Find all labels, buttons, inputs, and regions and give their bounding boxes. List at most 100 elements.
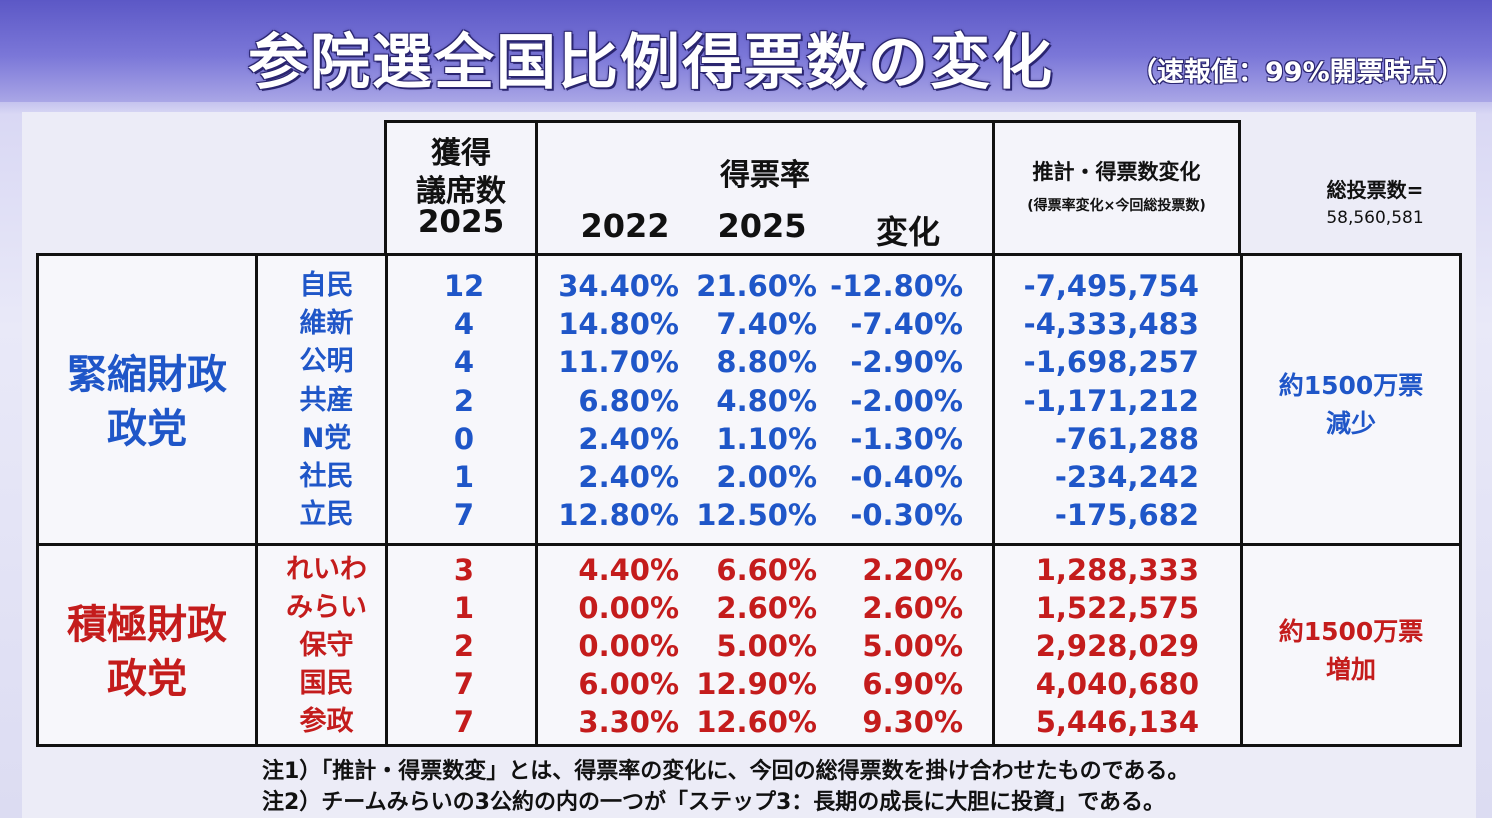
rate-change: 2.60%	[862, 591, 963, 625]
party-name: 立民	[299, 499, 354, 530]
rate-2022: 3.30%	[578, 705, 679, 739]
seat-count: 3	[453, 553, 475, 587]
table-row: 保守 2 0.00% 5.00% 5.00% 2,928,029	[39, 627, 1459, 665]
group-label-austerity: 緊縮財政 政党	[67, 352, 227, 452]
table-row: みらい 1 0.00% 2.60% 2.60% 1,522,575	[39, 589, 1459, 627]
header-rate: 得票率	[720, 158, 810, 193]
header-estimate: 推計・得票数変化	[1032, 160, 1201, 184]
title-band	[0, 0, 1492, 102]
header-change: 変化	[875, 213, 940, 251]
seat-count: 12	[443, 269, 485, 303]
party-name: 保守	[299, 630, 354, 661]
party-name: 共産	[299, 385, 354, 416]
page-subtitle: （速報値：99%開票時点）	[1130, 57, 1465, 88]
rate-2022: 2.40%	[578, 422, 679, 456]
party-name: 自民	[299, 270, 354, 301]
rate-2025: 12.60%	[696, 705, 817, 739]
header-estimate-sub: (得票率変化×今回総投票数)	[1027, 198, 1206, 214]
table-row: 参政 7 3.30% 12.60% 9.30% 5,446,134	[39, 703, 1459, 741]
note-2: 注2）チームみらいの3公約の内の一つが「ステップ3：長期の成長に大胆に投資」であ…	[262, 790, 1166, 815]
header-seats-line3: 2025	[417, 204, 505, 240]
rate-2022: 2.40%	[578, 460, 679, 494]
seat-count: 4	[453, 307, 475, 341]
party-name: れいわ	[286, 554, 367, 585]
seat-count: 2	[453, 629, 475, 663]
rate-2022: 14.80%	[558, 307, 679, 341]
table-row: 共産 2 6.80% 4.80% -2.00% -1,171,212	[39, 382, 1459, 420]
seat-count: 7	[453, 705, 475, 739]
rate-change: -2.00%	[850, 384, 963, 418]
party-name: 維新	[299, 308, 354, 339]
vote-estimate: 1,522,575	[1035, 591, 1199, 625]
rate-2022: 12.80%	[558, 498, 679, 532]
table-row: 公明 4 11.70% 8.80% -2.90% -1,698,257	[39, 343, 1459, 381]
rate-2025: 8.80%	[716, 345, 817, 379]
footnotes: 注1）「推計・得票数変」とは、得票率の変化に、今回の総得票数を掛け合わせたもので…	[262, 756, 1189, 818]
seat-count: 2	[453, 384, 475, 418]
party-name: N党	[301, 423, 352, 454]
table-row: 国民 7 6.00% 12.90% 6.90% 4,040,680	[39, 665, 1459, 703]
rate-2025: 2.60%	[716, 591, 817, 625]
rate-2022: 6.00%	[578, 667, 679, 701]
rate-change: 5.00%	[862, 629, 963, 663]
rate-2025: 2.00%	[716, 460, 817, 494]
vote-estimate: -175,682	[1054, 498, 1199, 532]
table-row: れいわ 3 4.40% 6.60% 2.20% 1,288,333	[39, 551, 1459, 589]
seat-count: 4	[453, 345, 475, 379]
page-title: 参院選全国比例得票数の変化	[248, 28, 1054, 98]
rate-2025: 21.60%	[696, 269, 817, 303]
rate-change: 6.90%	[862, 667, 963, 701]
rate-2025: 1.10%	[716, 422, 817, 456]
rate-2025: 6.60%	[716, 553, 817, 587]
rate-change: -1.30%	[850, 422, 963, 456]
vote-estimate: 2,928,029	[1035, 629, 1199, 663]
seat-count: 1	[453, 460, 475, 494]
rate-change: -12.80%	[830, 269, 963, 303]
note-1: 注1）「推計・得票数変」とは、得票率の変化に、今回の総得票数を掛け合わせたもので…	[262, 759, 1190, 784]
header-year-2025: 2025	[717, 207, 807, 245]
vote-estimate: 1,288,333	[1035, 553, 1199, 587]
party-name: 国民	[299, 668, 354, 699]
rate-2022: 0.00%	[578, 591, 679, 625]
vote-estimate: -1,698,257	[1023, 345, 1199, 379]
rate-change: -0.30%	[850, 498, 963, 532]
table-row: 社民 1 2.40% 2.00% -0.40% -234,242	[39, 458, 1459, 496]
rate-2025: 12.50%	[696, 498, 817, 532]
vote-estimate: -234,242	[1054, 460, 1199, 494]
seat-count: 1	[453, 591, 475, 625]
header-estimate-box	[992, 120, 1241, 256]
rate-change: 9.30%	[862, 705, 963, 739]
results-table: 緊縮財政 政党 積極財政 政党 約1500万票 減少 約1500万票 増加 自民…	[36, 253, 1462, 747]
rate-2022: 34.40%	[558, 269, 679, 303]
rate-2025: 7.40%	[716, 307, 817, 341]
party-name: 社民	[299, 461, 354, 492]
table-row: 立民 7 12.80% 12.50% -0.30% -175,682	[39, 496, 1459, 534]
rate-2025: 4.80%	[716, 384, 817, 418]
table-row: 自民 12 34.40% 21.60% -12.80% -7,495,754	[39, 267, 1459, 305]
header-seats-line2: 議席数	[416, 174, 506, 209]
seat-count: 0	[453, 422, 475, 456]
rate-2022: 6.80%	[578, 384, 679, 418]
vote-estimate: -7,495,754	[1023, 269, 1199, 303]
rate-change: -2.90%	[850, 345, 963, 379]
table-row: 維新 4 14.80% 7.40% -7.40% -4,333,483	[39, 305, 1459, 343]
vote-estimate: -4,333,483	[1023, 307, 1199, 341]
party-name: 公明	[299, 346, 354, 377]
vote-estimate: 4,040,680	[1035, 667, 1199, 701]
rate-change: -0.40%	[850, 460, 963, 494]
total-votes-label: 総投票数=	[1326, 178, 1424, 202]
rate-2022: 11.70%	[558, 345, 679, 379]
summary-expansion: 約1500万票 増加	[1278, 617, 1424, 684]
seat-count: 7	[453, 667, 475, 701]
rate-change: 2.20%	[862, 553, 963, 587]
vote-estimate: -761,288	[1054, 422, 1199, 456]
rate-2025: 5.00%	[716, 629, 817, 663]
header-seats-line1: 獲得	[431, 136, 491, 171]
header-year-2022: 2022	[580, 207, 670, 245]
vote-estimate: 5,446,134	[1035, 705, 1199, 739]
rate-change: -7.40%	[850, 307, 963, 341]
party-name: 参政	[299, 706, 354, 737]
vote-estimate: -1,171,212	[1023, 384, 1199, 418]
summary-austerity: 約1500万票 減少	[1278, 371, 1424, 438]
total-votes-value: 58,560,581	[1326, 208, 1424, 228]
